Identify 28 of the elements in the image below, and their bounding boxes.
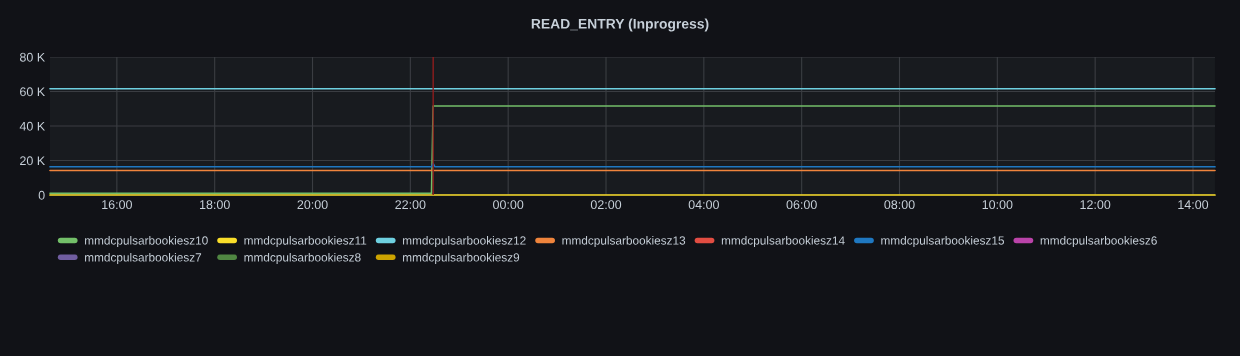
x-tick-label: 14:00: [1178, 200, 1209, 210]
legend-label: mmdcpulsarbookiesz8: [244, 252, 361, 264]
y-tick-label: 20 K: [20, 156, 45, 166]
legend-label: mmdcpulsarbookiesz7: [85, 252, 202, 264]
x-tick-label: 20:00: [297, 200, 328, 210]
x-tick-label: 10:00: [982, 200, 1013, 210]
y-tick-label: 80 K: [19, 52, 45, 62]
x-tick-label: 04:00: [688, 200, 719, 210]
x-tick-label: 06:00: [786, 200, 817, 210]
legend-label: mmdcpulsarbookiesz9: [403, 252, 520, 264]
x-tick-label: 08:00: [884, 200, 915, 210]
x-tick-label: 18:00: [200, 200, 230, 210]
x-tick-label: 12:00: [1080, 200, 1111, 210]
x-tick-label: 22:00: [395, 200, 426, 210]
legend-label: mmdcpulsarbookiesz12: [403, 235, 526, 247]
legend-label: mmdcpulsarbookiesz10: [85, 235, 208, 247]
legend-label: mmdcpulsarbookiesz11: [244, 235, 367, 247]
legend-label: mmdcpulsarbookiesz14: [721, 235, 845, 247]
legend-label: mmdcpulsarbookiesz13: [562, 235, 686, 247]
legend-label: mmdcpulsarbookiesz15: [881, 235, 1005, 247]
y-tick-label: 60 K: [20, 87, 45, 97]
x-tick-label: 02:00: [590, 200, 622, 210]
x-tick-label: 16:00: [102, 200, 132, 210]
legend-label: mmdcpulsarbookiesz6: [1040, 235, 1157, 247]
y-tick-label: 40 K: [19, 121, 45, 131]
y-tick-label: 0: [38, 190, 45, 200]
chart-title: READ_ENTRY (Inprogress): [531, 18, 709, 32]
x-tick-label: 00:00: [493, 200, 524, 210]
